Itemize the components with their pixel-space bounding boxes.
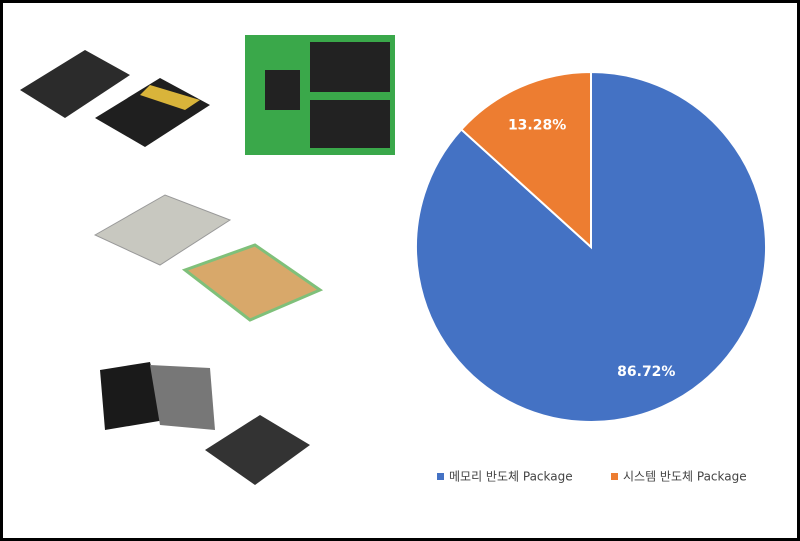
- chip: [205, 415, 310, 485]
- data-label: 13.28%: [508, 117, 566, 133]
- legend-label: 시스템 반도체 Package: [623, 470, 747, 484]
- data-label: 86.72%: [617, 364, 675, 380]
- bga-chip: [181, 243, 324, 322]
- legend-marker: [437, 473, 444, 480]
- sd-card: [20, 50, 130, 118]
- pcb-chip: [310, 100, 390, 148]
- chip: [100, 362, 165, 430]
- pcb-chip: [310, 42, 390, 92]
- legend-marker: [611, 473, 618, 480]
- pcb-chip: [265, 70, 300, 110]
- bga-chip: [150, 365, 215, 430]
- legend-label: 메모리 반도체 Package: [449, 470, 573, 484]
- pie-slice: [459, 70, 592, 250]
- sd-contacts: [140, 85, 200, 110]
- product-images: [20, 35, 395, 485]
- chip: [93, 194, 232, 266]
